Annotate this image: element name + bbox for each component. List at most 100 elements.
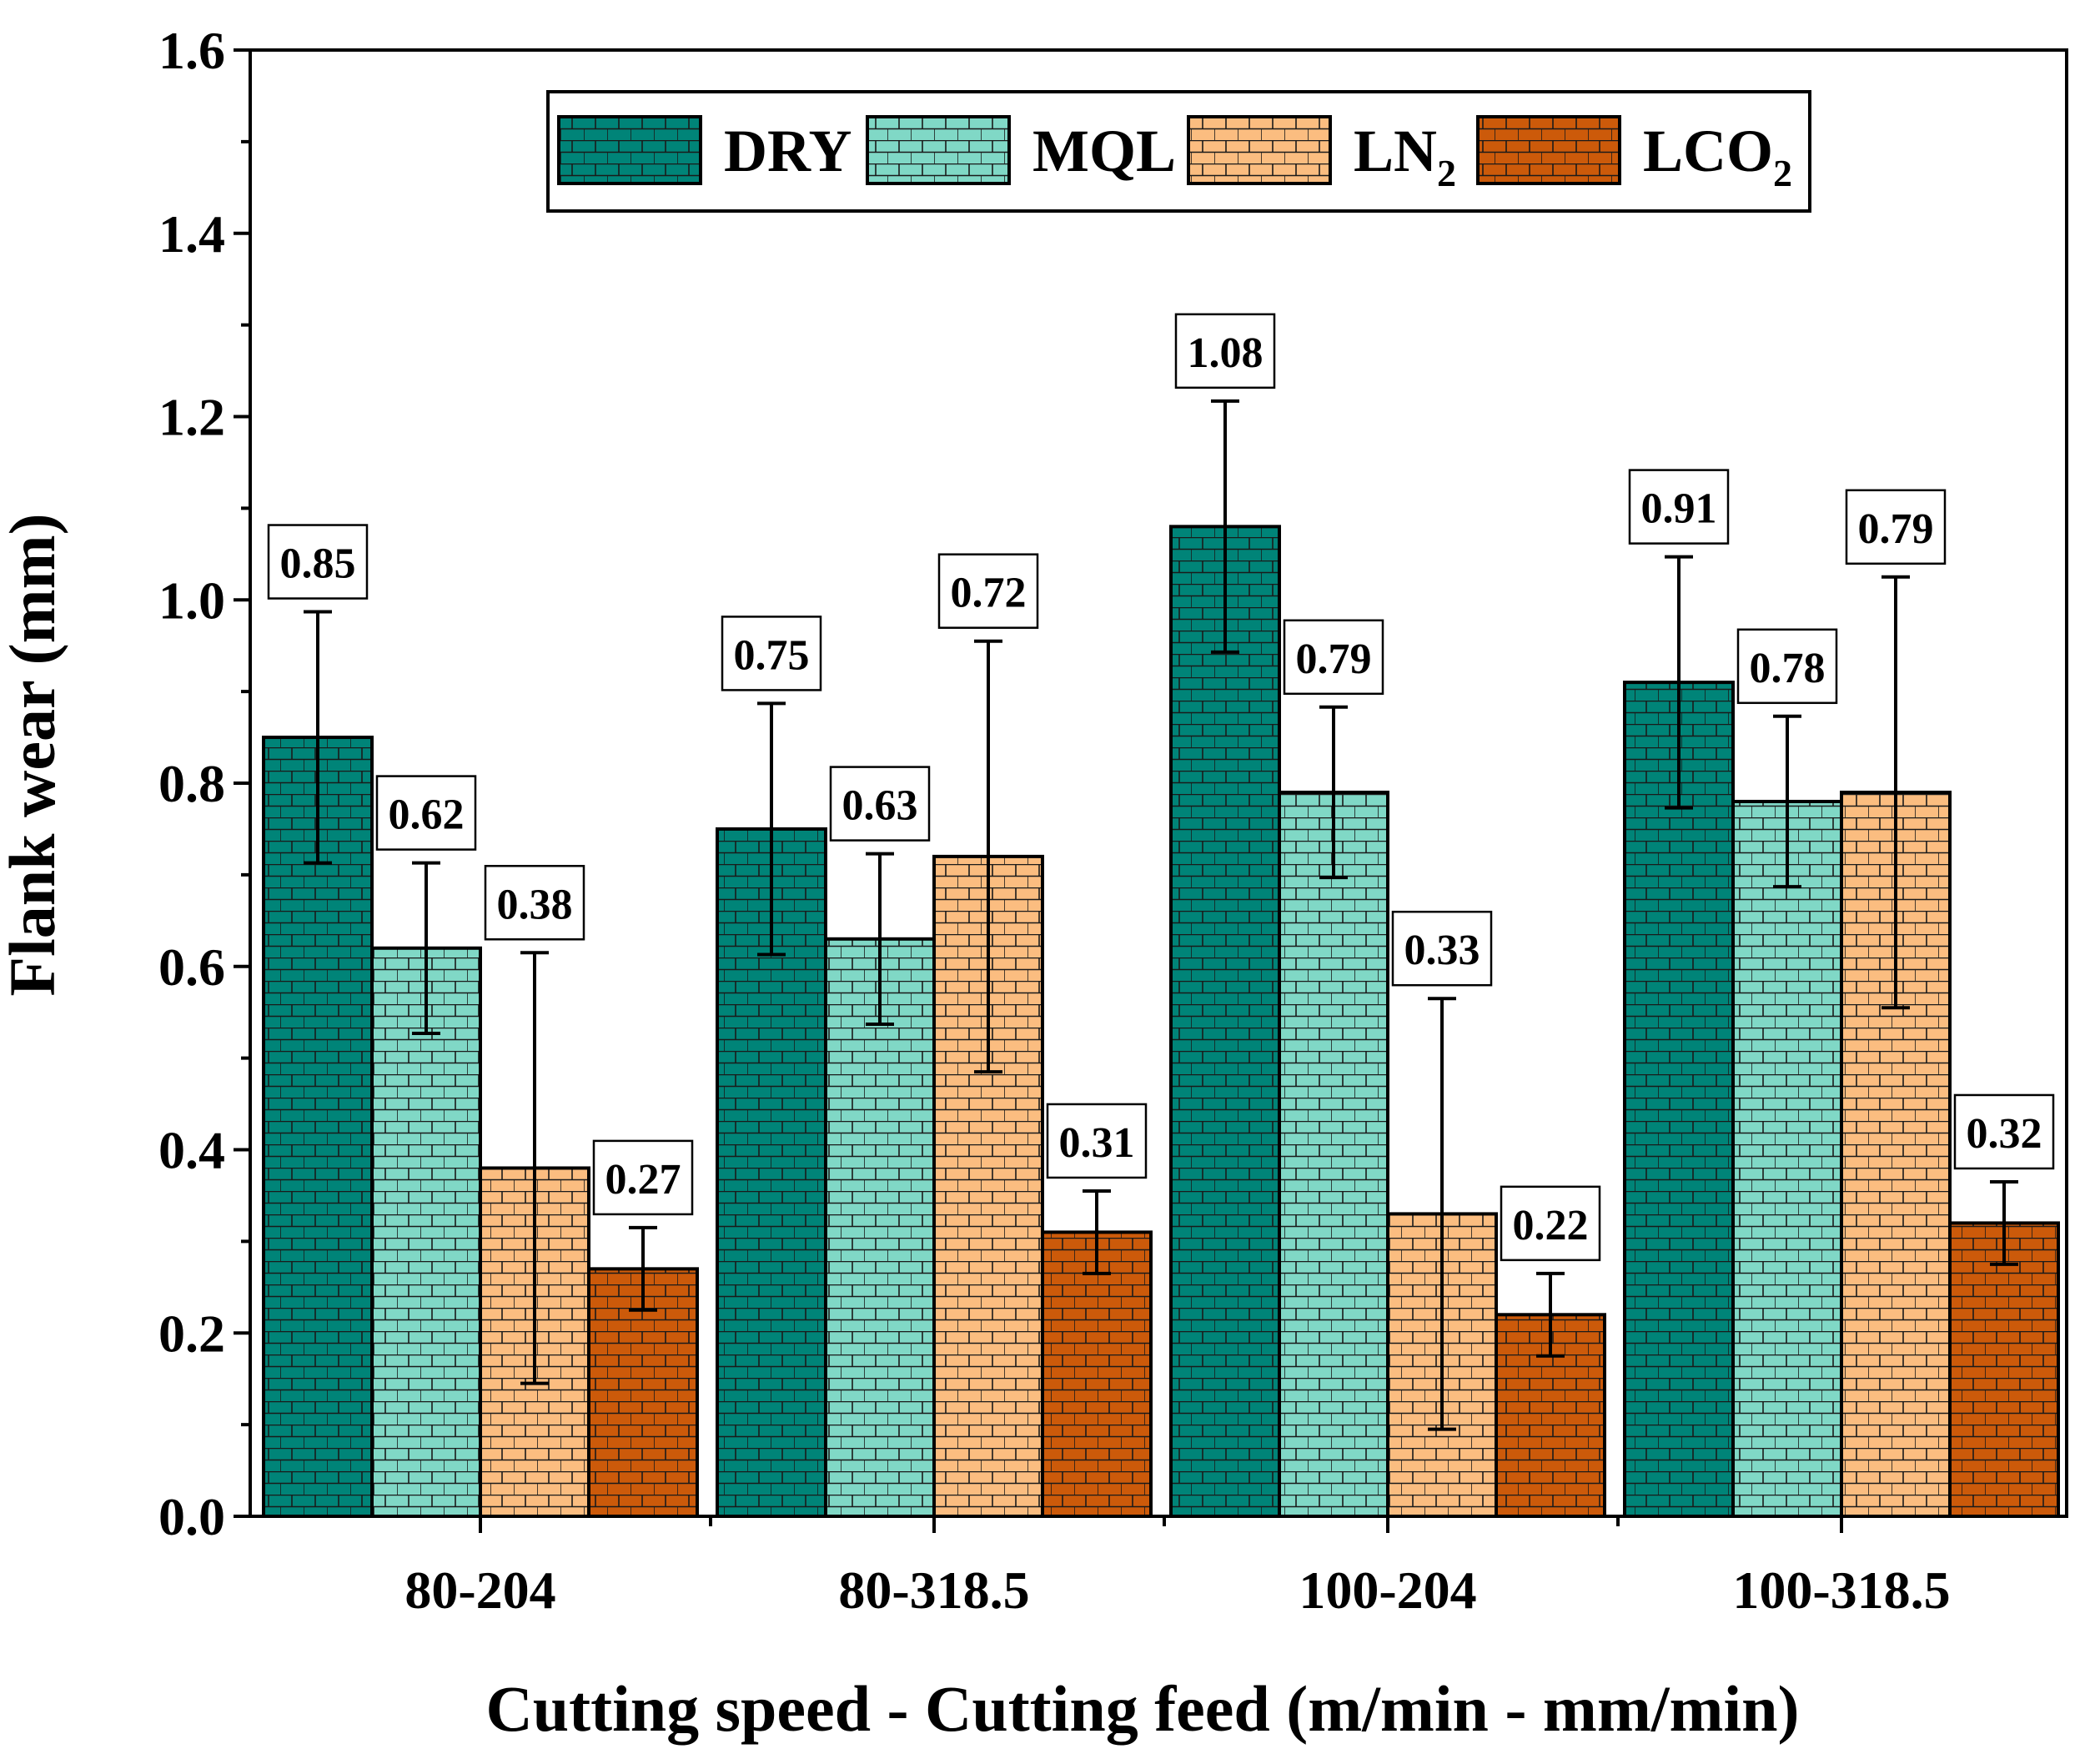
data-label-box bbox=[937, 553, 1039, 629]
error-bar-lco2-80-318.5 bbox=[1083, 1189, 1111, 1275]
error-bar-mql-100-204 bbox=[1319, 705, 1348, 880]
data-label-dry-100-318.5: 0.91 bbox=[1628, 469, 1730, 545]
data-label-mql-80-318.5: 0.63 bbox=[829, 766, 931, 842]
legend-label: LCO2 bbox=[1643, 118, 1792, 194]
data-label-text: 0.31 bbox=[1059, 1119, 1135, 1167]
data-label-box bbox=[1845, 489, 1947, 565]
x-tick-label: 80-318.5 bbox=[838, 1560, 1029, 1620]
data-label-mql-100-204: 0.79 bbox=[1283, 619, 1384, 696]
error-bar-lco2-100-318.5 bbox=[1990, 1179, 2018, 1266]
error-bar-ln2-100-318.5 bbox=[1882, 575, 1910, 1010]
data-label-box bbox=[1283, 619, 1384, 696]
y-tick-label: 1.2 bbox=[158, 388, 225, 447]
y-tick-label: 0.0 bbox=[158, 1487, 225, 1546]
bar-lco2-100-318.5 bbox=[1948, 1221, 2060, 1519]
data-label-dry-100-204: 1.08 bbox=[1174, 313, 1276, 389]
legend-label: DRY bbox=[724, 118, 852, 184]
data-label-box bbox=[721, 616, 822, 691]
data-label-mql-100-318.5: 0.78 bbox=[1736, 628, 1838, 705]
error-bar-mql-80-318.5 bbox=[866, 852, 894, 1026]
data-label-box bbox=[1953, 1093, 2055, 1170]
legend-item-dry: DRY bbox=[557, 115, 852, 185]
y-tick-label: 0.4 bbox=[158, 1121, 225, 1180]
data-label-box bbox=[1736, 628, 1838, 705]
data-label-dry-80-318.5: 0.75 bbox=[721, 616, 822, 691]
data-label-text: 0.22 bbox=[1513, 1202, 1589, 1249]
error-bar-dry-100-318.5 bbox=[1665, 555, 1693, 810]
error-bar-dry-80-318.5 bbox=[757, 701, 786, 957]
data-label-lco2-80-204: 0.27 bbox=[592, 1139, 694, 1216]
data-label-text: 0.27 bbox=[605, 1156, 681, 1204]
bar-mql-80-318.5 bbox=[824, 937, 936, 1518]
bar-dry-80-204 bbox=[262, 736, 374, 1518]
error-bar-mql-80-204 bbox=[412, 861, 440, 1035]
data-label-ln2-100-318.5: 0.79 bbox=[1845, 489, 1947, 565]
legend-swatch bbox=[866, 115, 1011, 185]
bar-mql-100-204 bbox=[1278, 790, 1389, 1518]
data-label-box bbox=[375, 775, 477, 851]
data-label-text: 0.62 bbox=[389, 792, 465, 839]
data-label-box bbox=[1391, 910, 1493, 987]
legend-item-ln2: LN2 bbox=[1187, 115, 1456, 194]
y-axis-title: Flank wear (mm) bbox=[0, 513, 68, 996]
data-label-ln2-80-204: 0.38 bbox=[484, 865, 585, 941]
error-bars bbox=[304, 399, 2018, 1431]
x-tick-label: 100-318.5 bbox=[1732, 1560, 1950, 1620]
y-tick-label: 0.2 bbox=[158, 1304, 225, 1363]
data-label-box bbox=[1046, 1103, 1148, 1179]
error-bar-lco2-100-204 bbox=[1536, 1271, 1565, 1358]
data-label-text: 0.79 bbox=[1858, 505, 1934, 553]
data-label-text: 0.78 bbox=[1750, 645, 1826, 692]
data-label-text: 0.38 bbox=[497, 881, 573, 928]
data-label-text: 0.91 bbox=[1641, 485, 1717, 533]
x-axis-ticks: 80-204 80-318.5 100-204 100-318.5 bbox=[404, 1516, 1951, 1620]
data-label-text: 0.75 bbox=[734, 631, 810, 679]
legend: DRY MQL LN2 LCO2 bbox=[546, 90, 1811, 213]
data-label-lco2-80-318.5: 0.31 bbox=[1046, 1103, 1148, 1179]
data-label-box bbox=[829, 766, 931, 842]
bar-mql-80-204 bbox=[370, 946, 482, 1518]
error-bar-lco2-80-204 bbox=[629, 1225, 657, 1312]
y-tick-label: 1.6 bbox=[158, 21, 225, 80]
data-label-lco2-100-318.5: 0.32 bbox=[1953, 1093, 2055, 1170]
x-axis-title: Cutting speed - Cutting feed (m/min - mm… bbox=[485, 1672, 1799, 1745]
data-label-box bbox=[267, 524, 369, 600]
legend-label: MQL bbox=[1032, 118, 1176, 184]
data-label-lco2-100-204: 0.22 bbox=[1500, 1185, 1601, 1262]
y-axis-ticks: 0.0 0.2 0.4 0.6 0.8 1.0 1.2 1.4 1.6 bbox=[158, 21, 250, 1546]
y-tick-label: 0.8 bbox=[158, 754, 225, 813]
bars bbox=[262, 525, 2060, 1519]
data-label-box bbox=[592, 1139, 694, 1216]
bar-lco2-80-318.5 bbox=[1041, 1230, 1153, 1518]
error-bar-ln2-80-318.5 bbox=[974, 639, 1002, 1074]
error-bar-dry-100-204 bbox=[1211, 399, 1239, 654]
data-label-text: 1.08 bbox=[1188, 329, 1264, 377]
data-label-text: 0.32 bbox=[1967, 1110, 2042, 1158]
x-tick-label: 100-204 bbox=[1299, 1560, 1476, 1620]
data-label-dry-80-204: 0.85 bbox=[267, 524, 369, 600]
error-bar-ln2-100-204 bbox=[1428, 997, 1456, 1431]
data-label-box bbox=[484, 865, 585, 941]
data-label-mql-80-204: 0.62 bbox=[375, 775, 477, 851]
data-label-text: 0.85 bbox=[280, 540, 356, 588]
y-tick-label: 0.6 bbox=[158, 937, 225, 997]
data-label-text: 0.79 bbox=[1296, 636, 1372, 683]
x-tick-label: 80-204 bbox=[404, 1560, 555, 1620]
error-bar-mql-100-318.5 bbox=[1773, 714, 1801, 889]
bar-mql-100-318.5 bbox=[1731, 799, 1843, 1518]
legend-swatch bbox=[1476, 115, 1621, 185]
data-label-text: 0.63 bbox=[842, 782, 918, 830]
error-bar-ln2-80-204 bbox=[520, 951, 549, 1385]
bar-dry-100-204 bbox=[1169, 525, 1281, 1518]
data-label-box bbox=[1500, 1185, 1601, 1262]
legend-swatch bbox=[557, 115, 702, 185]
legend-swatch bbox=[1187, 115, 1332, 185]
data-label-ln2-80-318.5: 0.72 bbox=[937, 553, 1039, 629]
legend-item-mql: MQL bbox=[866, 115, 1176, 185]
data-label-text: 0.72 bbox=[951, 570, 1027, 617]
data-label-ln2-100-204: 0.33 bbox=[1391, 910, 1493, 987]
bar-lco2-80-204 bbox=[587, 1267, 699, 1519]
y-tick-label: 1.0 bbox=[158, 570, 225, 630]
data-labels: 0.85 0.62 0.38 0.27 0.75 0.63 0.72 0.31 1.08 0.79… bbox=[267, 313, 2055, 1262]
